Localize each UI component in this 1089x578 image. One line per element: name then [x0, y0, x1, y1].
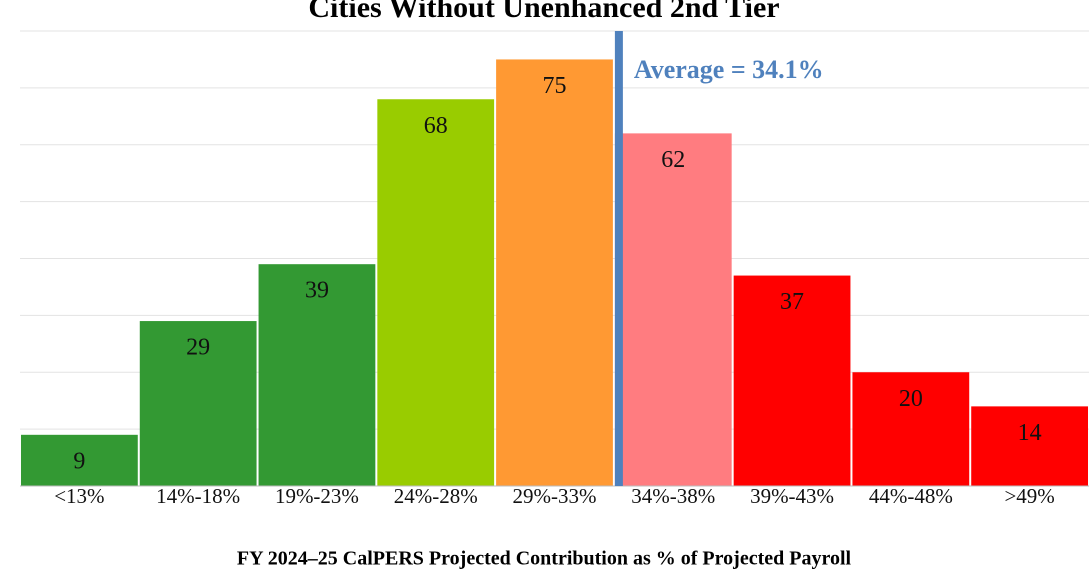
annotation: Average = 34.1%	[634, 55, 824, 84]
x-tick-label: <13%	[54, 484, 104, 508]
bar	[377, 99, 495, 486]
x-tick-label: 14%-18%	[156, 484, 240, 508]
data-label: 37	[780, 289, 804, 315]
data-label: 20	[899, 386, 923, 412]
data-label: 29	[186, 335, 210, 361]
data-label: 75	[543, 73, 567, 99]
bar	[733, 275, 851, 486]
data-label: 9	[73, 448, 85, 474]
bar	[971, 406, 1088, 486]
x-tick-label: 39%-43%	[750, 484, 834, 508]
bar	[614, 133, 732, 486]
x-tick-label: 44%-48%	[869, 484, 953, 508]
x-tick-label: 34%-38%	[631, 484, 715, 508]
bar	[21, 434, 138, 486]
data-label: 68	[424, 113, 448, 139]
x-tick-label: 24%-28%	[394, 484, 478, 508]
bar	[139, 321, 257, 486]
x-tick-label: 19%-23%	[275, 484, 359, 508]
data-label: 39	[305, 278, 329, 304]
bar	[496, 59, 613, 486]
data-label: 62	[661, 147, 685, 173]
x-axis-label: FY 2024–25 CalPERS Projected Contributio…	[237, 548, 852, 570]
x-tick-label: 29%-33%	[513, 484, 597, 508]
bar	[258, 264, 376, 486]
bar	[852, 372, 970, 486]
x-tick-label: >49%	[1004, 484, 1054, 508]
chart-title: Cities Without Unenhanced 2nd Tier	[308, 0, 779, 24]
data-label: 14	[1018, 420, 1042, 446]
